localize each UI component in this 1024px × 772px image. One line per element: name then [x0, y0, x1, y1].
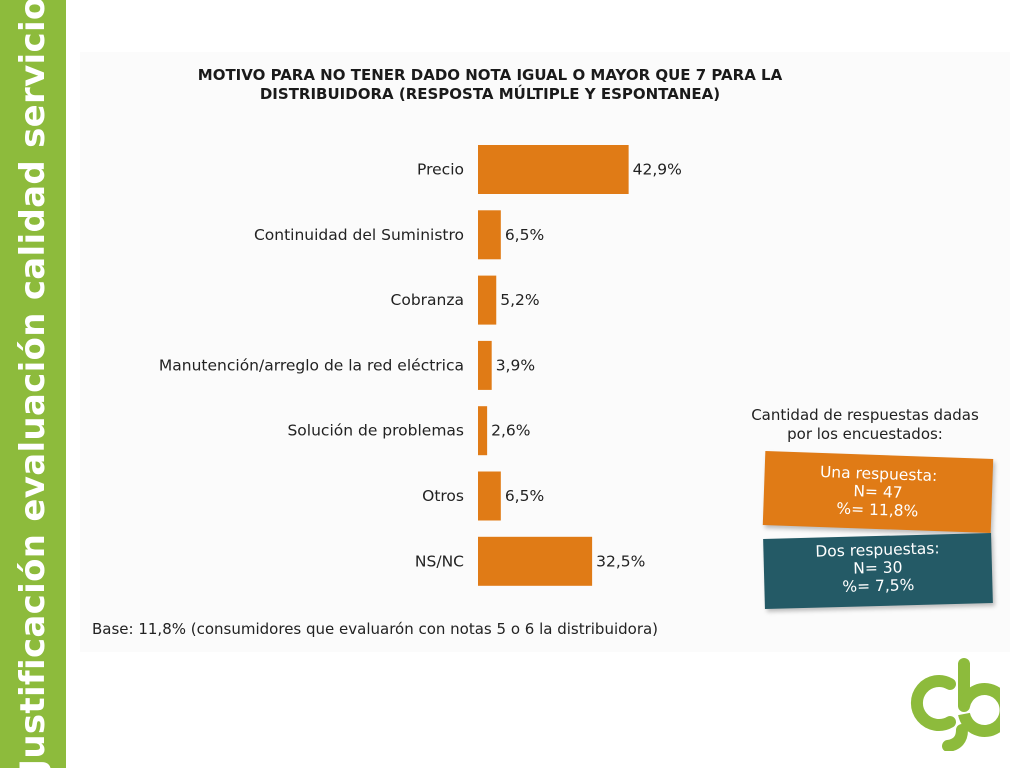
category-label-0: Precio [417, 161, 464, 179]
value-label-1: 6,5% [505, 226, 544, 244]
bar-2 [478, 275, 497, 325]
category-label-1: Continuidad del Suministro [254, 226, 464, 244]
category-label-3: Manutención/arreglo de la red eléctrica [159, 356, 464, 374]
responses-title: Cantidad de respuestas dadas por los enc… [751, 406, 979, 443]
category-label-5: Otros [422, 487, 464, 505]
two-responses-card: Dos respuestas: N= 30 %= 7,5% [763, 533, 993, 609]
value-label-4: 2,6% [491, 422, 530, 440]
one-response-card: Una respuesta: N= 47 %= 11,8% [762, 451, 994, 533]
value-label-0: 42,9% [633, 161, 682, 179]
value-label-5: 6,5% [505, 487, 544, 505]
category-label-6: NS/NC [415, 552, 464, 570]
bar-5 [478, 471, 501, 521]
category-label-4: Solución de problemas [287, 422, 464, 440]
sidebar: Justificación evaluación calidad servici… [0, 0, 66, 772]
chart-title: MOTIVO PARA NO TENER DADO NOTA IGUAL O M… [197, 66, 783, 103]
bar-1 [478, 210, 501, 260]
value-label-3: 3,9% [496, 356, 535, 374]
bar-4 [478, 406, 488, 456]
base-footnote: Base: 11,8% (consumidores que evaluarón … [92, 620, 659, 638]
value-label-2: 5,2% [500, 291, 539, 309]
cb-logo-icon [910, 658, 1000, 751]
bar-3 [478, 340, 492, 390]
bar-6 [478, 536, 593, 586]
bar-0 [478, 145, 629, 194]
category-label-2: Cobranza [391, 291, 464, 309]
value-label-6: 32,5% [596, 552, 645, 570]
